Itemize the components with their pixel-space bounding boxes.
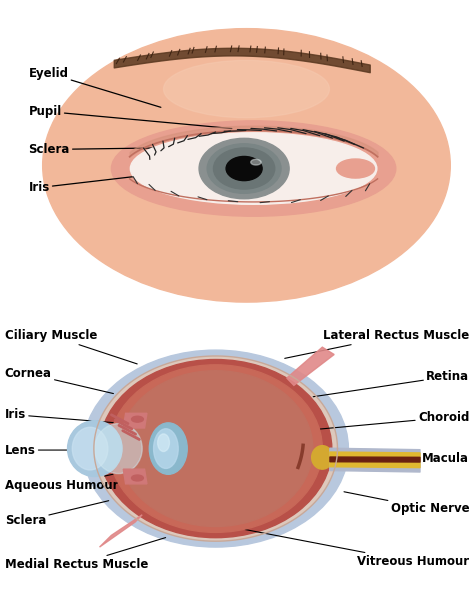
- Text: Retina: Retina: [313, 370, 469, 397]
- Ellipse shape: [251, 160, 261, 165]
- Polygon shape: [123, 413, 147, 428]
- Circle shape: [226, 157, 262, 181]
- Ellipse shape: [100, 359, 332, 538]
- Text: Optic Nerve: Optic Nerve: [344, 492, 469, 515]
- Ellipse shape: [130, 133, 377, 205]
- Circle shape: [213, 148, 275, 189]
- Ellipse shape: [118, 371, 313, 527]
- Text: Choroid: Choroid: [318, 411, 469, 429]
- Text: Eyelid: Eyelid: [28, 67, 161, 107]
- Ellipse shape: [157, 434, 170, 452]
- Ellipse shape: [337, 159, 374, 178]
- Text: Aqueous Humour: Aqueous Humour: [5, 474, 118, 492]
- Ellipse shape: [111, 121, 396, 216]
- Text: Vitreous Humour: Vitreous Humour: [240, 529, 469, 568]
- Ellipse shape: [154, 429, 178, 469]
- Text: Sclera: Sclera: [5, 500, 109, 527]
- Ellipse shape: [311, 446, 333, 469]
- Ellipse shape: [109, 365, 322, 532]
- Ellipse shape: [83, 350, 348, 547]
- Polygon shape: [123, 469, 147, 484]
- Text: Iris: Iris: [5, 408, 123, 424]
- Text: Lens: Lens: [5, 443, 132, 457]
- Text: Lateral Rectus Muscle: Lateral Rectus Muscle: [285, 329, 469, 358]
- Ellipse shape: [149, 423, 187, 475]
- Ellipse shape: [73, 427, 108, 470]
- Ellipse shape: [95, 424, 142, 473]
- Ellipse shape: [131, 475, 143, 481]
- Polygon shape: [100, 515, 142, 547]
- Ellipse shape: [131, 416, 143, 422]
- Circle shape: [207, 144, 281, 193]
- Ellipse shape: [95, 356, 337, 541]
- Text: Ciliary Muscle: Ciliary Muscle: [5, 329, 137, 364]
- Text: Sclera: Sclera: [28, 143, 161, 156]
- Text: Pupil: Pupil: [28, 105, 232, 128]
- Polygon shape: [287, 347, 334, 385]
- Ellipse shape: [68, 421, 122, 476]
- Ellipse shape: [164, 61, 329, 118]
- Text: Macula: Macula: [330, 452, 469, 466]
- Text: Cornea: Cornea: [5, 367, 113, 394]
- Circle shape: [43, 29, 450, 302]
- Text: Medial Rectus Muscle: Medial Rectus Muscle: [5, 538, 165, 571]
- Circle shape: [199, 139, 289, 199]
- Text: Iris: Iris: [28, 170, 187, 194]
